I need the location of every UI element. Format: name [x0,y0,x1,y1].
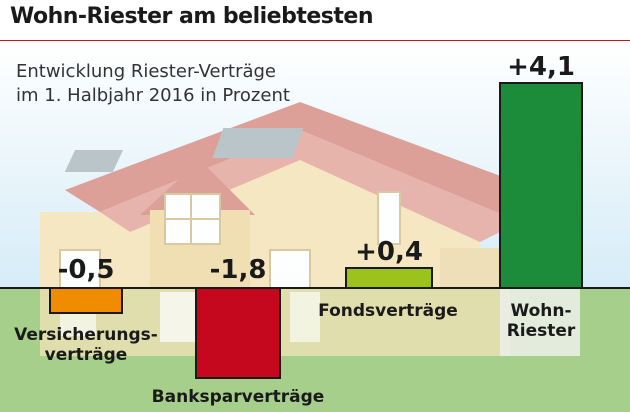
bar-3 [345,267,433,289]
category-label-2: Banksparverträge [152,387,325,407]
value-label-3: +0,4 [355,237,423,267]
value-label-4: +4,1 [507,52,575,82]
chart-title: Wohn-Riester am beliebtesten [10,4,373,29]
chart-subtitle: Entwicklung Riester-Verträge im 1. Halbj… [16,60,290,108]
bar-2 [195,287,281,379]
title-divider [0,40,630,41]
value-label-2: -1,8 [210,255,267,285]
subtitle-line-2: im 1. Halbjahr 2016 in Prozent [16,85,290,106]
bar-1 [49,287,123,314]
bar-4 [499,82,583,289]
category-label-1: Versicherungs-verträge [14,325,158,365]
value-label-1: -0,5 [58,255,115,285]
subtitle-line-1: Entwicklung Riester-Verträge [16,61,277,82]
category-label-4: Wohn-Riester [507,301,576,341]
category-label-3: Fondsverträge [318,301,458,321]
